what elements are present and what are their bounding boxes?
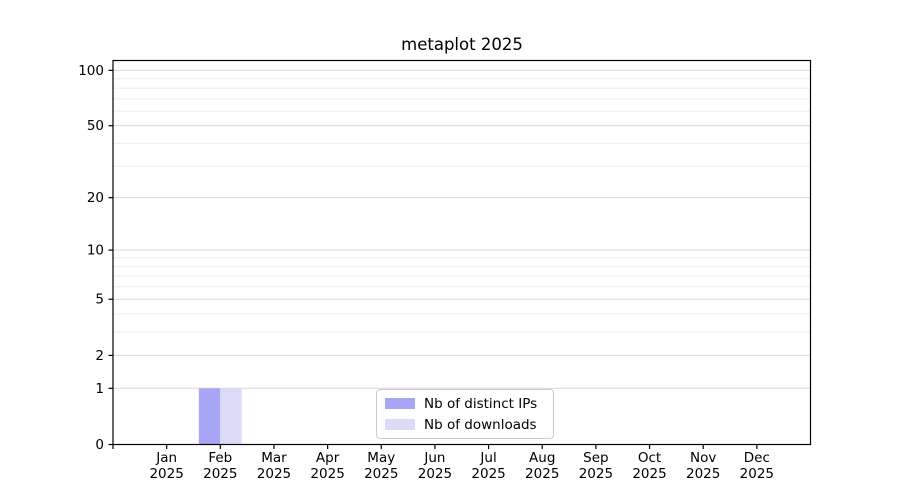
x-tick-label-oct: Oct — [638, 450, 661, 466]
chart-title: metaplot 2025 — [401, 35, 523, 54]
legend-entry-distinct-ips: Nb of distinct IPs — [385, 396, 545, 412]
bar-downloads-feb — [220, 388, 242, 445]
y-tick-label-50: 50 — [87, 118, 104, 134]
x-tick-year-jan: 2025 — [149, 466, 183, 482]
y-tick-label-2: 2 — [95, 348, 104, 364]
x-tick-label-may: May — [367, 450, 395, 466]
y-tick-label-1: 1 — [95, 381, 104, 397]
x-tick-label-aug: Aug — [529, 450, 555, 466]
x-tick-label-mar: Mar — [261, 450, 287, 466]
x-tick-label-dec: Dec — [744, 450, 770, 466]
x-tick-label-sep: Sep — [583, 450, 608, 466]
axes-spines — [112, 59, 812, 446]
x-tick-year-feb: 2025 — [203, 466, 237, 482]
x-tick-label-jan: Jan — [155, 450, 177, 466]
x-tick-label-jun: Jun — [423, 450, 445, 466]
y-tick-label-20: 20 — [87, 190, 104, 206]
x-tick-year-sep: 2025 — [579, 466, 613, 482]
x-tick-label-jul: Jul — [479, 450, 496, 466]
x-tick-year-aug: 2025 — [525, 466, 559, 482]
legend: Nb of distinct IPs Nb of downloads — [376, 389, 554, 439]
x-tick-year-dec: 2025 — [740, 466, 774, 482]
x-tick-label-feb: Feb — [208, 450, 232, 466]
y-tick-label-100: 100 — [78, 63, 104, 79]
x-tick-year-nov: 2025 — [686, 466, 720, 482]
x-tick-year-may: 2025 — [364, 466, 398, 482]
x-tick-year-jul: 2025 — [471, 466, 505, 482]
bar-distinct-ips-feb — [198, 388, 221, 445]
x-tick-year-jun: 2025 — [418, 466, 452, 482]
legend-swatch-distinct-ips — [385, 398, 415, 409]
y-tick-label-5: 5 — [95, 292, 104, 308]
y-tick-label-0: 0 — [95, 437, 104, 453]
y-tick-label-10: 10 — [87, 243, 104, 259]
x-tick-label-apr: Apr — [316, 450, 340, 466]
x-tick-year-mar: 2025 — [257, 466, 291, 482]
legend-label-distinct-ips: Nb of distinct IPs — [424, 395, 538, 412]
legend-entry-downloads: Nb of downloads — [385, 417, 545, 433]
x-tick-label-nov: Nov — [690, 450, 716, 466]
legend-swatch-downloads — [385, 419, 415, 430]
x-tick-year-apr: 2025 — [310, 466, 344, 482]
legend-label-downloads: Nb of downloads — [424, 416, 537, 433]
x-tick-year-oct: 2025 — [632, 466, 666, 482]
